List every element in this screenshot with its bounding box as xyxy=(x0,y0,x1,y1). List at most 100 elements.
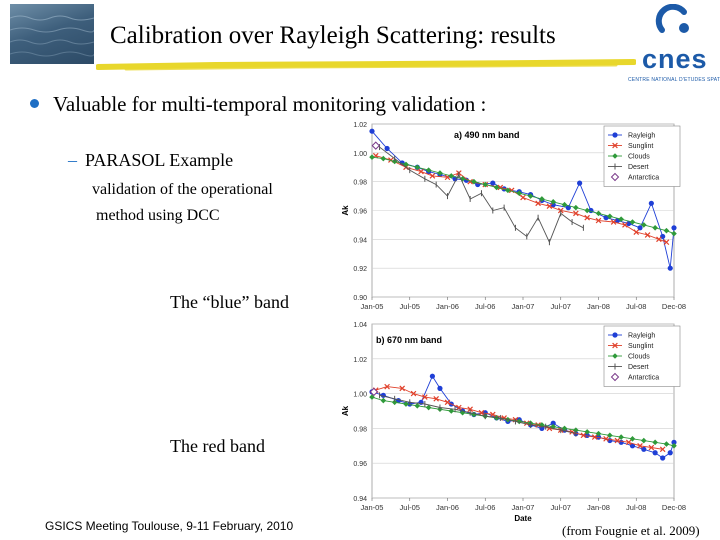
data-point xyxy=(663,227,670,234)
series-desert xyxy=(379,392,577,437)
y-tick-label: 0.94 xyxy=(353,237,367,244)
x-tick-label: Jul-06 xyxy=(475,302,495,311)
data-point xyxy=(644,232,651,238)
data-point xyxy=(595,434,602,440)
legend-marker xyxy=(612,342,618,349)
data-point xyxy=(418,168,424,175)
data-point xyxy=(663,441,670,447)
data-point xyxy=(618,216,624,222)
series-line xyxy=(379,146,584,244)
footer-meeting: GSICS Meeting Toulouse, 9-11 February, 2… xyxy=(45,519,294,533)
y-axis-label: Ak xyxy=(341,405,350,416)
legend-marker xyxy=(612,332,618,338)
y-tick-label: 0.96 xyxy=(353,461,367,468)
data-point xyxy=(429,173,436,179)
x-tick-label: Dec-08 xyxy=(662,302,686,311)
x-tick-label: Jul-06 xyxy=(475,503,495,512)
data-point xyxy=(580,432,587,439)
series-desert xyxy=(379,144,584,246)
main-bullet-text: Valuable for multi-temporal monitoring v… xyxy=(53,92,487,116)
sub-bullet: – PARASOL Example xyxy=(68,150,233,171)
data-point xyxy=(414,164,421,171)
series-antarctica xyxy=(371,141,380,150)
y-tick-label: 1.02 xyxy=(353,357,367,364)
series-line xyxy=(379,394,577,435)
data-point xyxy=(471,411,477,418)
data-point xyxy=(629,219,636,225)
data-point xyxy=(667,265,673,271)
legend-label: Rayleigh xyxy=(628,133,655,140)
y-tick-label: 0.98 xyxy=(353,426,367,433)
data-point xyxy=(550,420,556,426)
cnes-logo-text: cnes xyxy=(642,44,708,74)
data-point xyxy=(371,141,380,150)
series-antarctica xyxy=(369,387,379,397)
data-point xyxy=(384,145,390,152)
data-point xyxy=(516,418,523,425)
legend-label: Desert xyxy=(628,164,649,171)
legend-label: Antarctica xyxy=(628,175,659,182)
data-point xyxy=(637,442,643,449)
source-citation: (from Fougnie et al. 2009) xyxy=(562,523,700,538)
x-tick-label: Jan-05 xyxy=(361,302,384,311)
data-point xyxy=(403,161,409,168)
description-line-2: method using DCC xyxy=(96,207,220,224)
x-tick-label: Jan-08 xyxy=(587,302,610,311)
red-band-label: The red band xyxy=(170,436,265,456)
sub-bullet-text: PARASOL Example xyxy=(85,150,234,170)
x-tick-label: Jul-08 xyxy=(626,503,646,512)
chart-490nm: 0.90 0.92 0.94 0.96 0.98 1.00 1.02 Jan-05 Jul-05… xyxy=(341,122,686,311)
data-point xyxy=(527,193,534,199)
series-line xyxy=(371,396,675,447)
x-tick-label: Jul-07 xyxy=(551,302,571,311)
legend-label: Desert xyxy=(628,364,649,371)
data-point xyxy=(369,128,375,134)
x-tick-label: Jul-05 xyxy=(400,503,420,512)
data-point xyxy=(641,222,647,228)
y-tick-label: 0.92 xyxy=(353,266,367,273)
data-point xyxy=(493,184,500,191)
x-tick-label: Jan-06 xyxy=(436,503,459,512)
legend-label: Sunglint xyxy=(628,143,653,150)
x-tick-label: Jul-07 xyxy=(551,503,571,512)
data-point xyxy=(584,207,590,214)
series-line xyxy=(371,156,675,235)
legend-marker xyxy=(612,132,618,138)
title-highlight-stroke xyxy=(96,59,636,71)
data-point xyxy=(577,180,583,186)
data-point xyxy=(648,200,654,206)
data-point xyxy=(625,439,632,446)
data-point xyxy=(444,399,451,406)
data-point xyxy=(516,190,523,196)
data-point xyxy=(573,204,579,211)
data-point xyxy=(660,455,666,461)
data-point xyxy=(573,427,579,433)
data-point xyxy=(433,395,439,402)
data-point xyxy=(607,213,613,220)
data-point xyxy=(610,219,617,225)
data-point xyxy=(467,406,473,413)
y-tick-label: 1.00 xyxy=(353,151,367,158)
y-tick-label: 1.02 xyxy=(353,122,367,129)
legend-marker xyxy=(612,153,618,159)
cnes-logo-mark xyxy=(655,4,689,33)
x-axis-label: Date xyxy=(514,514,532,523)
legend-label: Antarctica xyxy=(628,375,659,382)
ocean-photo xyxy=(10,4,94,64)
data-point xyxy=(591,434,598,440)
data-point xyxy=(384,383,390,390)
data-point xyxy=(584,214,590,221)
main-bullet: Valuable for multi-temporal monitoring v… xyxy=(30,92,486,117)
data-point xyxy=(482,410,488,416)
y-axis-label: Ak xyxy=(341,205,350,216)
data-point xyxy=(663,239,670,246)
y-tick-label: 0.96 xyxy=(353,209,367,216)
data-point xyxy=(584,429,590,435)
data-point xyxy=(535,200,541,207)
bullet-dot-icon xyxy=(30,99,39,108)
data-point xyxy=(425,167,432,173)
legend-label: Rayleigh xyxy=(628,333,655,340)
data-point xyxy=(489,411,496,418)
data-point xyxy=(659,446,666,453)
data-point xyxy=(671,225,677,231)
